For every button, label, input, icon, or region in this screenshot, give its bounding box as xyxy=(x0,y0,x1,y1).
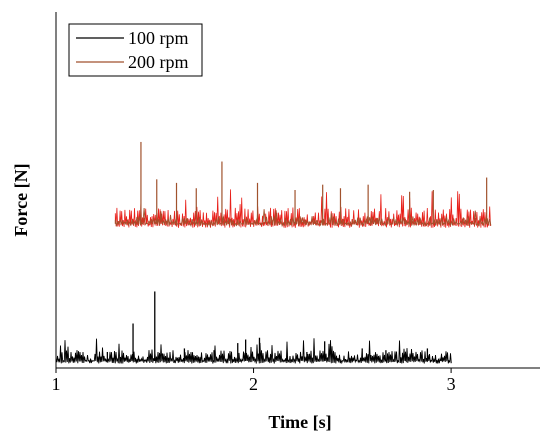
series-200-rpm-noise xyxy=(114,189,491,228)
legend-label-200-rpm: 200 rpm xyxy=(128,52,189,72)
x-axis-title: Time [s] xyxy=(268,412,331,432)
series-200-rpm-line xyxy=(114,207,492,228)
x-tick-label: 3 xyxy=(447,374,456,394)
plot-area xyxy=(55,141,492,365)
legend-box xyxy=(68,23,203,77)
x-tick-label: 1 xyxy=(52,374,61,394)
y-axis-title: Force [N] xyxy=(11,163,31,236)
legend-label-100-rpm: 100 rpm xyxy=(128,28,189,48)
series-100-rpm-line xyxy=(55,338,452,365)
x-tick-label: 2 xyxy=(249,374,258,394)
chart-legend: 100 rpm 200 rpm xyxy=(68,23,203,77)
x-axis-ticks: 1 2 3 xyxy=(52,368,456,394)
